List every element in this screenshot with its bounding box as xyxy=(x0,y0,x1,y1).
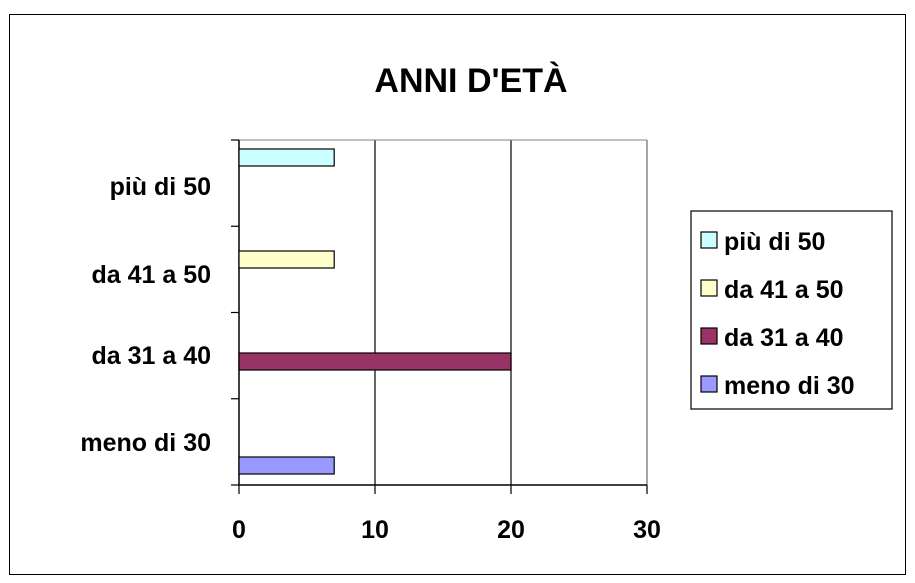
category-label: da 31 a 40 xyxy=(91,342,211,370)
legend-swatch xyxy=(700,327,718,345)
legend-swatch xyxy=(700,279,718,297)
x-tick-label: 20 xyxy=(497,516,525,544)
x-tick-label: 30 xyxy=(633,516,661,544)
bar xyxy=(238,250,335,269)
chart-title: ANNI D'ETÀ xyxy=(374,62,567,100)
category-label: meno di 30 xyxy=(80,429,211,457)
legend-box xyxy=(690,210,893,410)
bar xyxy=(238,456,335,475)
bar xyxy=(238,148,335,167)
x-tick-label: 0 xyxy=(232,516,246,544)
chart-frame: ANNI D'ETÀ 0 10 20 30 più di 50 da 41 a 50 da … xyxy=(9,14,906,575)
category-label: più di 50 xyxy=(110,173,211,201)
legend: più di 50 da 41 a 50 da 31 a 40 meno di 30 xyxy=(690,210,893,410)
category-label: da 41 a 50 xyxy=(91,261,211,289)
plot-area: 0 10 20 30 più di 50 da 41 a 50 da 31 a 40 meno… xyxy=(80,139,661,544)
chart: ANNI D'ETÀ 0 10 20 30 più di 50 da 41 a 50 da … xyxy=(80,62,893,544)
legend-label: da 41 a 50 xyxy=(724,276,844,304)
legend-label: meno di 30 xyxy=(724,372,855,400)
legend-swatch xyxy=(700,231,718,249)
legend-label: più di 50 xyxy=(724,228,825,256)
bar xyxy=(238,352,512,371)
legend-swatch xyxy=(700,375,718,393)
x-tick-label: 10 xyxy=(361,516,389,544)
legend-label: da 31 a 40 xyxy=(724,324,844,352)
